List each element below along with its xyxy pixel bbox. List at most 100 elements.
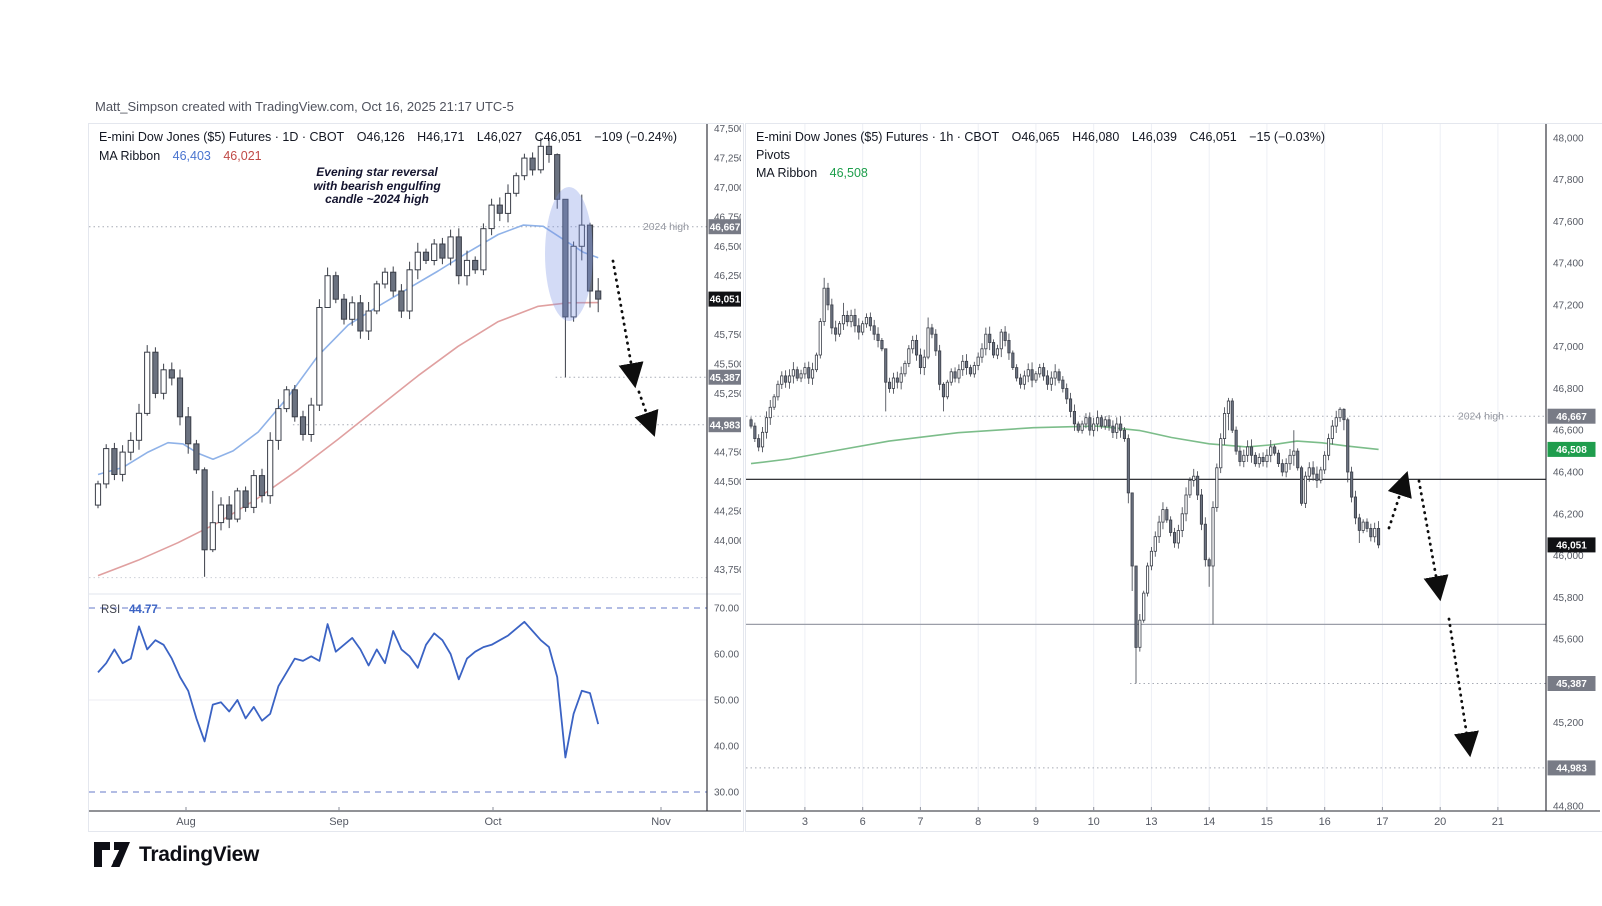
price-badge-value: 45,387 xyxy=(710,373,741,384)
price-badge-value: 44,983 xyxy=(710,420,741,431)
time-axis-label: 20 xyxy=(1434,816,1446,828)
ma-line xyxy=(750,425,1379,465)
daily-change-value: −109 (−0.24%) xyxy=(594,130,678,144)
daily-chart-header: E-mini Dow Jones ($5) Futures · 1D · CBO… xyxy=(99,130,677,144)
daily-close-value: C46,051 xyxy=(534,130,582,144)
price-axis-tick: 44,000 xyxy=(714,536,741,547)
time-axis-label: 21 xyxy=(1492,816,1504,828)
price-badge xyxy=(1547,676,1596,691)
price-badge-value: 46,051 xyxy=(710,295,741,306)
daily-high-value: H46,171 xyxy=(417,130,465,144)
price-axis-tick: 45,250 xyxy=(714,389,741,400)
trend-arrow xyxy=(1387,471,1412,530)
price-axis-tick: 46,200 xyxy=(1553,509,1584,520)
time-axis-label: 17 xyxy=(1376,816,1388,828)
price-axis-tick: 47,600 xyxy=(1553,217,1584,228)
evening-star-annotation: Evening star reversal with bearish engul… xyxy=(313,165,441,206)
daily-chart-canvas[interactable]: 2024 high RSI 44.77 70.00 60.00 50.00 40.00 30.… xyxy=(89,124,741,829)
price-axis-tick: 45,200 xyxy=(1553,718,1584,729)
ma-line xyxy=(97,301,599,577)
price-badge-value: 46,667 xyxy=(1556,412,1587,423)
price-axis-tick: 46,000 xyxy=(1553,551,1584,562)
price-axis-tick: 44,750 xyxy=(714,448,741,459)
candles-layer xyxy=(749,277,1381,684)
price-axis-tick: 45,800 xyxy=(1553,593,1584,604)
price-axis-tick: 46,750 xyxy=(714,212,741,223)
rsi-axis-tick: 30.00 xyxy=(714,788,739,799)
price-badge xyxy=(708,291,741,307)
price-axis-tick: 46,400 xyxy=(1553,467,1584,478)
price-axis-tick: 48,000 xyxy=(1553,133,1584,144)
price-axis-tick: 47,000 xyxy=(1553,342,1584,353)
price-badge xyxy=(708,219,741,235)
hourly-chart-header: E-mini Dow Jones ($5) Futures · 1h · CBO… xyxy=(756,130,1325,144)
time-axis-label: 16 xyxy=(1319,816,1331,828)
hourly-open-value: O46,065 xyxy=(1011,130,1060,144)
daily-open-value: O46,126 xyxy=(356,130,405,144)
tradingview-logo[interactable]: TradingView xyxy=(93,841,259,868)
trend-arrow xyxy=(634,390,659,437)
rsi-axis-tick: 50.00 xyxy=(714,696,739,707)
price-badge-value: 45,387 xyxy=(1556,679,1587,690)
tradingview-logo-icon xyxy=(94,842,130,867)
candles-layer xyxy=(94,138,602,577)
price-axis-tick: 47,250 xyxy=(714,154,741,165)
price-axis-tick: 46,500 xyxy=(714,242,741,253)
price-axis-tick: 47,400 xyxy=(1553,259,1584,270)
hourly-change-value: −15 (−0.03%) xyxy=(1249,130,1325,144)
time-axis-label: 7 xyxy=(917,816,923,828)
hourly-chart-canvas[interactable]: 2024 high 48,000 47,800 47,600 47,400 47,200 4… xyxy=(746,124,1600,829)
price-badge xyxy=(1547,441,1596,457)
hourly-chart-panel: E-mini Dow Jones ($5) Futures · 1h · CBO… xyxy=(745,123,1602,832)
price-axis-tick: 46,600 xyxy=(1553,426,1584,437)
ma-green-value: 46,508 xyxy=(829,166,868,180)
time-axis-label: Nov xyxy=(651,816,671,828)
time-axis-label: 3 xyxy=(802,816,808,828)
time-axis-label: 13 xyxy=(1145,816,1157,828)
daily-symbol-title[interactable]: E-mini Dow Jones ($5) Futures · 1D · CBO… xyxy=(99,130,345,144)
trend-arrow xyxy=(611,259,644,389)
time-axis-label: 6 xyxy=(860,816,866,828)
time-axis-label: 14 xyxy=(1203,816,1215,828)
ma-fast-value: 46,403 xyxy=(172,149,211,163)
ma-ribbon-label-hourly[interactable]: MA Ribbon xyxy=(756,166,818,180)
high-level-label: 2024 high xyxy=(643,221,689,233)
ma-ribbon-label[interactable]: MA Ribbon xyxy=(99,149,161,163)
rsi-axis-tick: 40.00 xyxy=(714,742,739,753)
price-badge xyxy=(1547,537,1596,553)
price-axis-tick: 46,800 xyxy=(1553,384,1584,395)
daily-low-value: L46,027 xyxy=(476,130,523,144)
price-badge-value: 46,051 xyxy=(1556,540,1587,551)
time-axis-label: Oct xyxy=(484,816,501,828)
hourly-symbol-title[interactable]: E-mini Dow Jones ($5) Futures · 1h · CBO… xyxy=(756,130,1000,144)
highlight-ellipse xyxy=(545,187,593,321)
price-badge-value: 46,667 xyxy=(710,222,741,233)
price-axis-tick: 46,250 xyxy=(714,271,741,282)
time-axis-label: Aug xyxy=(176,816,196,828)
hourly-high-value: H46,080 xyxy=(1072,130,1120,144)
rsi-value: 44.77 xyxy=(129,604,158,616)
price-axis-tick: 44,500 xyxy=(714,477,741,488)
ma-line xyxy=(97,224,599,476)
price-badge xyxy=(1547,760,1596,776)
time-axis-label: 8 xyxy=(975,816,981,828)
hourly-low-value: L46,039 xyxy=(1131,130,1177,144)
price-axis-tick: 47,000 xyxy=(714,183,741,194)
time-axis-label: 15 xyxy=(1261,816,1273,828)
price-axis-tick: 47,500 xyxy=(714,124,741,135)
hourly-ma-ribbon-row: MA Ribbon 46,508 xyxy=(756,166,868,180)
tradingview-logo-text: TradingView xyxy=(139,842,260,866)
price-badge xyxy=(1547,408,1596,424)
price-axis-tick: 44,800 xyxy=(1553,802,1584,813)
trend-arrow xyxy=(1447,617,1479,758)
daily-ma-ribbon-row: MA Ribbon 46,403 46,021 xyxy=(99,149,262,163)
high-level-label: 2024 high xyxy=(1458,411,1504,423)
price-axis-tick: 45,750 xyxy=(714,330,741,341)
rsi-label: RSI xyxy=(101,604,120,616)
pivots-label[interactable]: Pivots xyxy=(756,148,791,162)
trend-arrow xyxy=(1417,479,1449,602)
daily-chart-panel: E-mini Dow Jones ($5) Futures · 1D · CBO… xyxy=(88,123,744,832)
time-axis-label: 9 xyxy=(1033,816,1039,828)
price-axis-tick: 45,600 xyxy=(1553,635,1584,646)
price-axis-tick: 44,250 xyxy=(714,506,741,517)
